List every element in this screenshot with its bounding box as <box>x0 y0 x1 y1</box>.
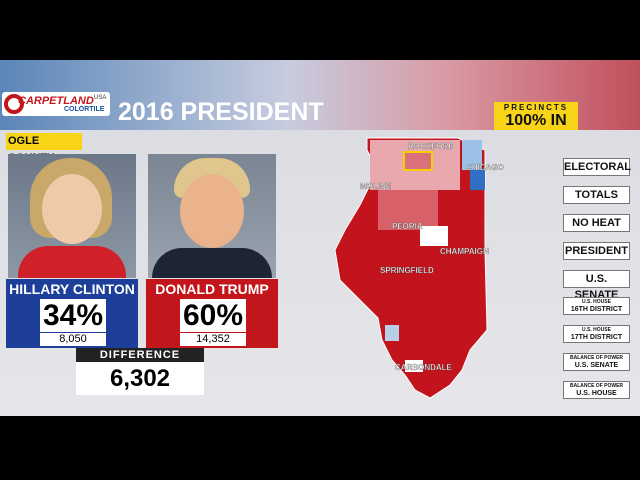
city-label: CARBONDALE <box>395 363 453 372</box>
menu-button[interactable]: U.S. HOUSE 16TH DISTRICT <box>563 297 630 315</box>
candidate-pct: 34% <box>40 299 106 332</box>
menu-button[interactable]: PRESIDENT <box>563 242 630 260</box>
city-label: CHICAGO <box>466 163 504 172</box>
candidate-votes: 14,352 <box>180 333 246 346</box>
county-region <box>385 325 399 341</box>
suit <box>152 248 272 278</box>
menu-label: PRESIDENT <box>565 245 628 257</box>
menu-button[interactable]: U.S. HOUSE 17TH DISTRICT <box>563 325 630 343</box>
menu-label: 16TH DISTRICT <box>570 306 623 313</box>
precincts-label: PRECINCTS <box>503 103 569 112</box>
menu-button[interactable]: TOTALS <box>563 186 630 204</box>
candidate-panel: DONALD TRUMP 60% 14,352 <box>146 279 278 348</box>
face <box>42 174 102 244</box>
menu-button[interactable]: U.S. SENATE <box>563 270 630 301</box>
precincts-box: PRECINCTS 100% IN <box>494 102 578 130</box>
candidate-name: DONALD TRUMP <box>155 281 269 297</box>
menu-label: 17TH DISTRICT <box>570 334 623 341</box>
sponsor-suffix: USA <box>94 95 107 101</box>
menu-label: ELECTORAL <box>564 161 632 173</box>
sponsor-logo: CARPETLAND USA COLORTILE <box>2 92 110 116</box>
candidate-photo <box>148 154 276 278</box>
precincts-value: 100% IN <box>505 112 567 129</box>
candidate-photo <box>8 154 136 278</box>
menu-label: NO HEAT <box>572 217 621 229</box>
menu-label: U.S. HOUSE <box>582 299 611 305</box>
menu-button[interactable]: BALANCE OF POWER U.S. SENATE <box>563 353 630 371</box>
county-region <box>462 140 482 170</box>
face <box>180 174 244 248</box>
logo-ring <box>4 94 24 114</box>
selected-county <box>403 151 433 171</box>
menu-label: U.S. HOUSE <box>582 327 611 333</box>
county-region <box>378 190 438 230</box>
candidate-pct: 60% <box>180 299 246 332</box>
menu-label: BALANCE OF POWER <box>569 383 624 389</box>
menu-button[interactable]: NO HEAT <box>563 214 630 232</box>
city-label: CHAMPAIGN <box>440 247 489 256</box>
candidate-panel: HILLARY CLINTON 34% 8,050 <box>6 279 138 348</box>
difference-label: DIFFERENCE <box>76 348 204 362</box>
county-region <box>405 360 423 372</box>
city-label: PEORIA <box>392 222 423 231</box>
menu-label: BALANCE OF POWER <box>569 355 624 361</box>
sponsor: CARPETLAND <box>18 95 94 107</box>
title: 2016 PRESIDENT <box>118 98 324 126</box>
candidate-name: HILLARY CLINTON <box>9 281 135 297</box>
city-label: MOLINE <box>360 182 392 191</box>
county-region <box>420 226 448 246</box>
menu-button[interactable]: BALANCE OF POWER U.S. HOUSE <box>563 381 630 399</box>
city-label: ROCKFORD <box>408 142 454 151</box>
menu-button[interactable]: ELECTORAL <box>563 158 632 176</box>
menu-label: U.S. HOUSE <box>576 390 617 397</box>
city-label: SPRINGFIELD <box>380 266 434 275</box>
menu-label: TOTALS <box>575 189 618 201</box>
clothes <box>18 246 126 278</box>
sponsor-sub: COLORTILE <box>64 106 105 113</box>
menu-label: U.S. SENATE <box>574 362 619 369</box>
county-region <box>470 170 485 190</box>
state-shape <box>334 137 488 399</box>
difference-value: 6,302 <box>76 362 204 395</box>
candidate-votes: 8,050 <box>40 333 106 346</box>
